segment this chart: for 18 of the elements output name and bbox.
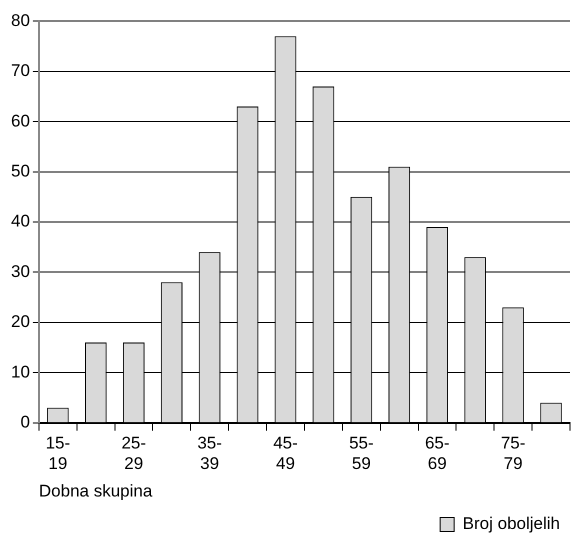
x-tick-label: 75-79 bbox=[500, 434, 526, 474]
x-tick-label: 15-19 bbox=[46, 434, 70, 474]
x-tick-label: 25-29 bbox=[121, 434, 146, 474]
y-tick-label: 20 bbox=[10, 312, 30, 332]
y-tick-label: 0 bbox=[20, 412, 30, 432]
y-tick-label: 70 bbox=[10, 61, 30, 80]
y-tick-label: 60 bbox=[10, 111, 30, 130]
x-tick-label: 45-49 bbox=[273, 434, 298, 474]
x-tick-label: 55-59 bbox=[349, 434, 374, 474]
x-tick-label: 65-69 bbox=[424, 434, 450, 474]
y-tick-label: 40 bbox=[10, 212, 30, 231]
y-tick-label: 30 bbox=[10, 262, 30, 281]
legend-label: Broj oboljelih bbox=[462, 514, 560, 534]
x-axis-title: Dobna skupina bbox=[38, 481, 153, 500]
y-tick-label: 80 bbox=[10, 10, 30, 30]
y-tick-label: 50 bbox=[10, 161, 30, 180]
y-tick-label: 10 bbox=[10, 362, 30, 382]
x-tick-label: 35-39 bbox=[197, 434, 222, 474]
